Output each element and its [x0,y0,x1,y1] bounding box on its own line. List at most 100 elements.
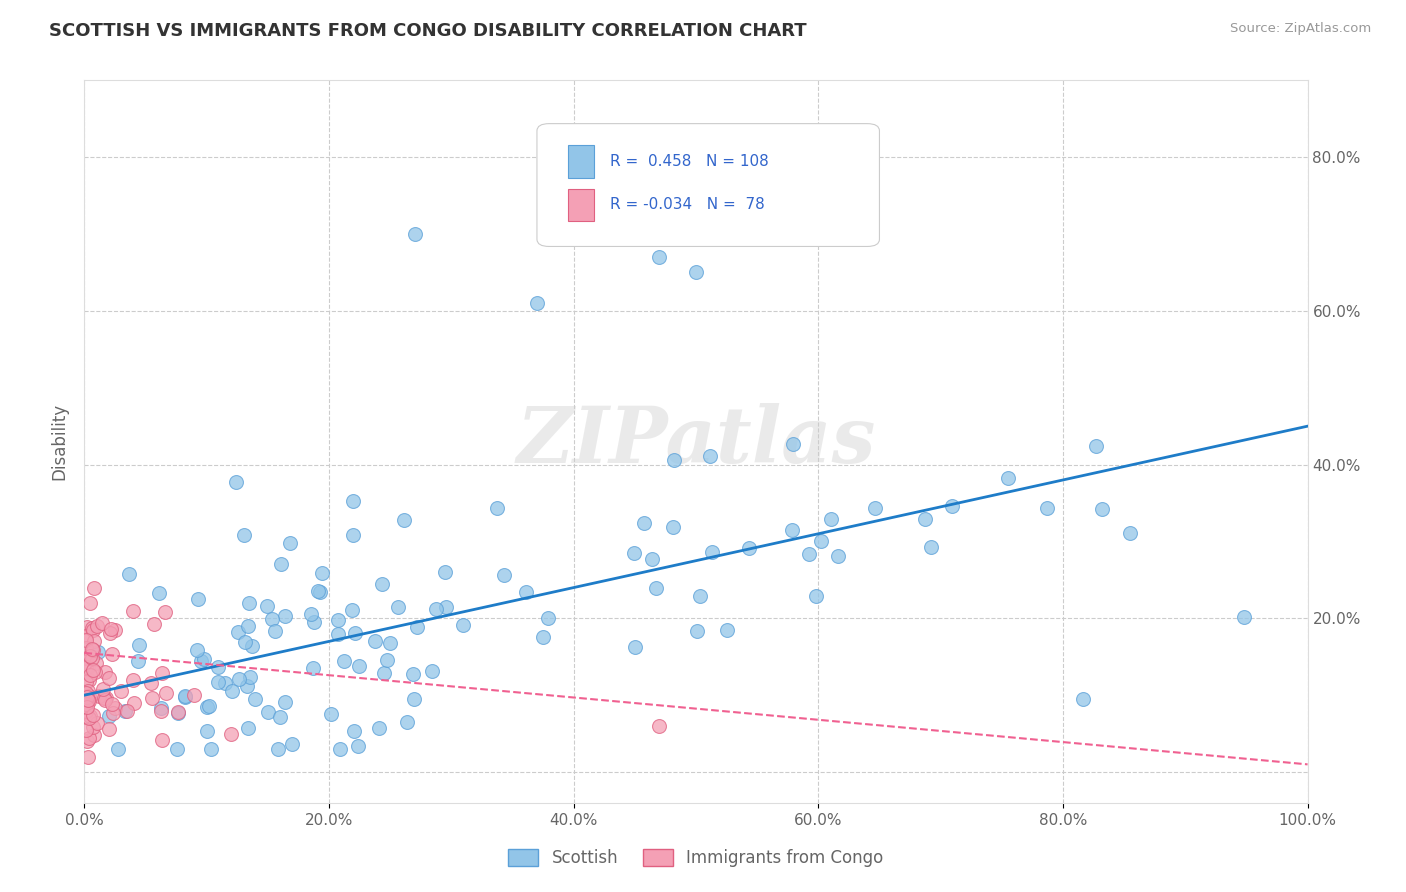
Point [200,742,222,756]
Point [104,700,127,714]
Point [311,566,333,580]
Point [82,663,104,677]
Point [82,643,104,657]
Point [115,704,138,718]
Point [79,709,101,723]
Point [80,621,103,635]
Point [76,710,98,724]
Point [451,618,474,632]
Point [155,686,177,700]
Point [84,665,107,680]
Point [232,528,254,542]
Point [75,686,97,700]
Text: R = -0.034   N =  78: R = -0.034 N = 78 [610,197,765,212]
Point [77,689,100,703]
Text: SCOTTISH VS IMMIGRANTS FROM CONGO DISABILITY CORRELATION CHART: SCOTTISH VS IMMIGRANTS FROM CONGO DISABI… [49,22,807,40]
Point [347,739,370,753]
Point [75,698,97,712]
Y-axis label: Disability: Disability [51,403,69,480]
Point [236,619,259,633]
Point [233,635,256,649]
Point [920,540,942,554]
Point [782,437,804,451]
Point [420,664,443,678]
Point [526,296,548,310]
Point [207,675,229,690]
Point [256,599,278,613]
Point [118,567,141,582]
Point [139,676,162,690]
Point [914,512,936,526]
Point [80,651,103,665]
Point [515,584,537,599]
Point [150,733,173,747]
Point [75,650,97,665]
Point [219,726,242,740]
Point [93,693,115,707]
Point [186,642,208,657]
Point [326,627,349,641]
Point [797,548,820,562]
Point [214,676,236,690]
Point [77,694,100,708]
Point [183,688,205,702]
Point [1119,525,1142,540]
Point [114,704,136,718]
Point [75,629,97,643]
Point [86,619,108,633]
Point [107,742,129,756]
Point [101,647,124,661]
Point [328,613,350,627]
Point [76,659,98,673]
Point [77,749,100,764]
Point [633,516,655,531]
Point [83,581,105,595]
Point [370,576,392,591]
Point [402,692,425,706]
Point [378,636,401,650]
FancyBboxPatch shape [568,145,595,178]
Point [77,731,100,745]
Point [342,493,364,508]
Point [685,265,707,279]
Point [141,690,163,705]
Point [79,648,101,663]
Point [640,551,662,566]
Point [75,641,97,656]
Point [174,690,197,705]
Point [738,541,761,555]
Point [76,734,98,748]
Point [260,612,283,626]
Point [624,640,647,654]
Point [806,590,828,604]
Point [648,250,671,264]
Point [402,667,425,681]
Point [392,513,415,527]
Point [127,654,149,668]
Point [76,693,98,707]
Point [148,586,170,600]
Point [82,623,104,637]
Point [368,721,391,735]
Point [150,704,173,718]
Point [302,615,325,629]
Point [364,634,387,648]
Point [98,709,121,723]
Point [307,584,329,599]
Point [83,634,105,648]
Point [76,684,98,698]
Point [82,707,104,722]
Point [153,605,176,619]
Point [997,471,1019,485]
Point [101,697,124,711]
Point [193,652,215,666]
Point [686,624,709,638]
Point [716,623,738,637]
Point [77,673,100,687]
Point [699,449,721,463]
Point [174,689,197,703]
Point [93,665,115,679]
Point [166,706,188,720]
Point [195,724,218,739]
Text: R =  0.458   N = 108: R = 0.458 N = 108 [610,153,769,169]
